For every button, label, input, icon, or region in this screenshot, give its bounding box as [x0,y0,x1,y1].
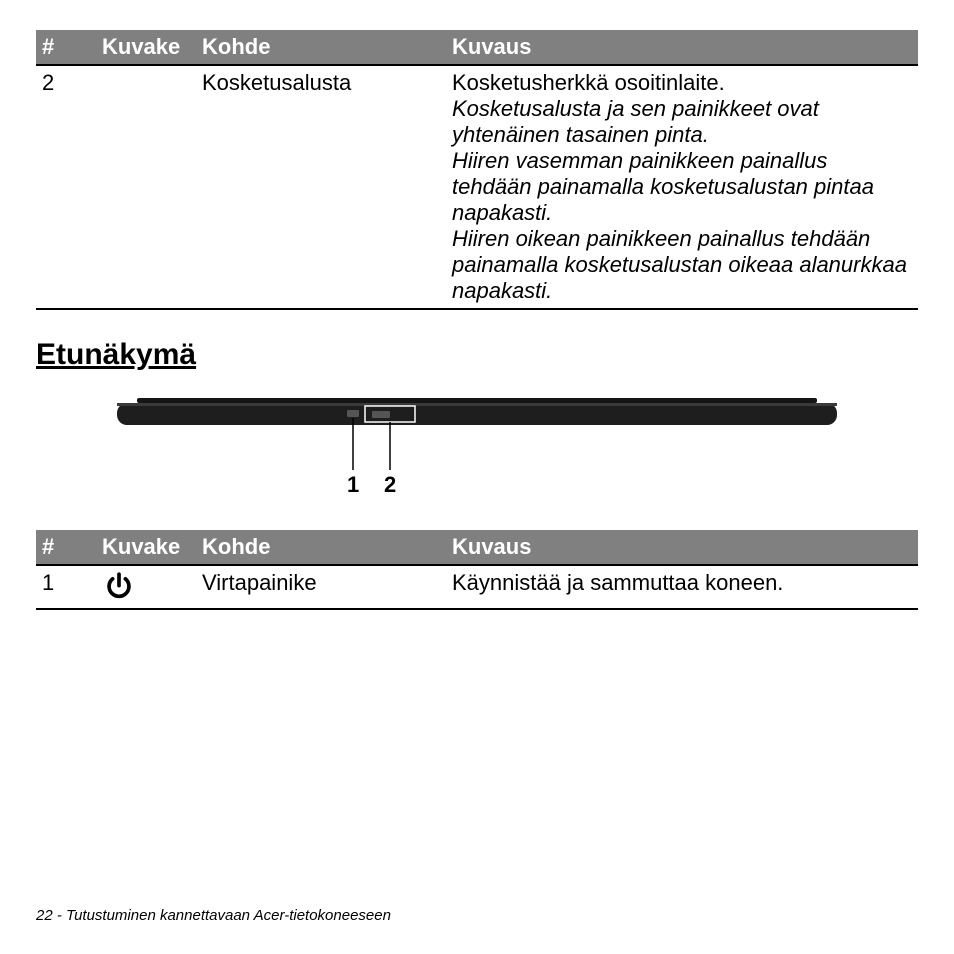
front-port [372,411,390,418]
header-item: Kohde [196,30,446,65]
cell-desc: Kosketusherkkä osoitinlaite. Kosketusalu… [446,65,918,309]
page-footer: 22 - Tutustuminen kannettavaan Acer-tiet… [36,907,391,924]
cell-desc: Käynnistää ja sammuttaa koneen. [446,565,918,609]
laptop-lid [137,398,817,403]
cell-item: Kosketusalusta [196,65,446,309]
cell-item: Virtapainike [196,565,446,609]
components-table-1: # Kuvake Kohde Kuvaus 2 Kosketusalusta K… [36,30,918,310]
cell-num: 1 [36,565,96,609]
table-row: 1 Virtapainike Käynnistää ja sammuttaa k… [36,565,918,609]
callout-number: 2 [384,472,396,497]
cell-num: 2 [36,65,96,309]
section-heading: Etunäkymä [36,338,918,372]
front-indicator [347,410,359,417]
front-view-figure: 1 2 [36,392,918,512]
laptop-edge-highlight [117,403,837,406]
desc-line: Hiiren vasemman painikkeen painallus teh… [452,148,912,226]
header-desc: Kuvaus [446,530,918,565]
desc-line: Kosketusherkkä osoitinlaite. [452,70,912,96]
desc-line: Kosketusalusta ja sen painikkeet ovat yh… [452,96,912,148]
table-header-row: # Kuvake Kohde Kuvaus [36,30,918,65]
header-item: Kohde [196,530,446,565]
callout-number: 1 [347,472,359,497]
components-table-2: # Kuvake Kohde Kuvaus 1 Virtapainike Käy… [36,530,918,610]
cell-icon [96,65,196,309]
power-icon [102,570,190,604]
header-icon: Kuvake [96,30,196,65]
laptop-front-svg: 1 2 [77,392,877,512]
header-num: # [36,530,96,565]
header-num: # [36,30,96,65]
header-icon: Kuvake [96,530,196,565]
header-desc: Kuvaus [446,30,918,65]
table-row: 2 Kosketusalusta Kosketusherkkä osoitinl… [36,65,918,309]
cell-icon [96,565,196,609]
table-header-row: # Kuvake Kohde Kuvaus [36,530,918,565]
desc-line: Hiiren oikean painikkeen painallus tehdä… [452,226,912,304]
laptop-body [117,403,837,425]
